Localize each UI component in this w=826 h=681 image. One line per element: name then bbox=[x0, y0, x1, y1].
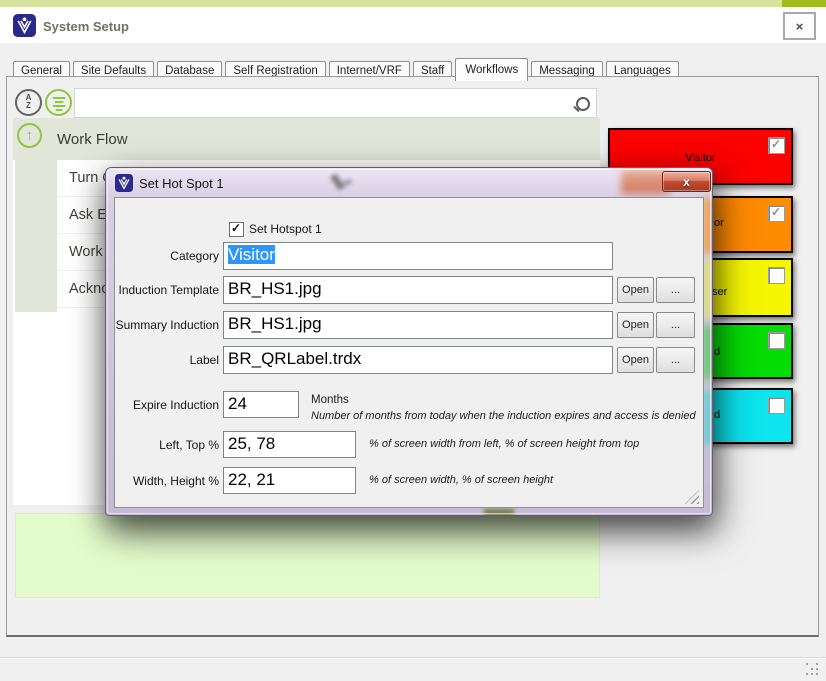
summary-induction-label: Summary Induction bbox=[115, 318, 219, 332]
induction-template-browse-button[interactable]: ... bbox=[656, 277, 695, 303]
dialog-title: Set Hot Spot 1 bbox=[139, 176, 224, 191]
summary-induction-browse-button[interactable]: ... bbox=[656, 312, 695, 338]
category-checkbox[interactable] bbox=[768, 397, 785, 414]
tab-general[interactable]: General bbox=[13, 61, 70, 80]
expire-induction-input[interactable]: 24 bbox=[223, 391, 299, 418]
workflow-list-gutter bbox=[15, 160, 57, 312]
dialog-logo-icon bbox=[115, 174, 133, 192]
tab-internet-vrf[interactable]: Internet/VRF bbox=[328, 61, 410, 80]
induction-template-open-button[interactable]: Open bbox=[617, 277, 654, 303]
up-arrow-icon[interactable]: ↑ bbox=[17, 123, 42, 148]
left-top-note: % of screen width from left, % of screen… bbox=[369, 438, 640, 450]
search-box bbox=[74, 88, 597, 118]
tab-site-defaults[interactable]: Site Defaults bbox=[72, 61, 155, 80]
tab-bar: General Site Defaults Database Self Registr… bbox=[13, 57, 682, 81]
window-title: System Setup bbox=[43, 19, 129, 34]
category-label: or bbox=[714, 217, 724, 229]
tab-messaging[interactable]: Messaging bbox=[531, 61, 603, 80]
workflow-group-header bbox=[13, 118, 600, 160]
induction-template-label: Induction Template bbox=[118, 283, 219, 297]
label-open-button[interactable]: Open bbox=[617, 347, 654, 373]
left-top-input[interactable]: 25, 78 bbox=[223, 431, 356, 458]
summary-induction-open-button[interactable]: Open bbox=[617, 312, 654, 338]
summary-induction-input[interactable]: BR_HS1.jpg bbox=[223, 311, 613, 339]
titlebar bbox=[0, 7, 826, 43]
label-input[interactable]: BR_QRLabel.trdx bbox=[223, 346, 613, 374]
filter-lines-icon[interactable] bbox=[45, 89, 72, 116]
set-hotspot-checkbox[interactable] bbox=[229, 221, 244, 237]
expire-induction-note: Number of months from today when the ind… bbox=[311, 410, 696, 422]
label-browse-button[interactable]: ... bbox=[656, 347, 695, 373]
status-bar-divider bbox=[0, 657, 826, 659]
search-icon bbox=[576, 97, 590, 111]
months-unit-label: Months bbox=[311, 394, 349, 406]
category-field-label: Category bbox=[170, 249, 219, 263]
category-input[interactable]: Visitor bbox=[223, 242, 613, 270]
category-checkbox[interactable] bbox=[768, 137, 785, 154]
workflow-group-title: Work Flow bbox=[57, 131, 128, 148]
window-resize-grip[interactable] bbox=[806, 663, 820, 677]
expire-induction-label: Expire Induction bbox=[132, 398, 219, 412]
search-input[interactable] bbox=[79, 91, 573, 117]
app-logo-icon bbox=[13, 14, 36, 37]
category-checkbox[interactable] bbox=[768, 332, 785, 349]
set-hotspot-label: Set Hotspot 1 bbox=[249, 222, 322, 236]
accent-strip-highlight bbox=[782, 0, 826, 7]
category-label: d bbox=[714, 346, 721, 358]
induction-template-input[interactable]: BR_HS1.jpg bbox=[223, 276, 613, 304]
dialog-frame bbox=[106, 168, 712, 515]
width-height-note: % of screen width, % of screen height bbox=[369, 474, 554, 486]
left-top-label: Left, Top % bbox=[159, 438, 219, 452]
width-height-label: Width, Height % bbox=[132, 474, 219, 488]
close-icon[interactable]: × bbox=[783, 12, 816, 40]
tab-languages[interactable]: Languages bbox=[605, 61, 679, 80]
category-label: ser bbox=[712, 286, 728, 298]
dialog-resize-grip[interactable] bbox=[685, 490, 699, 504]
label-field-label: Label bbox=[189, 353, 219, 367]
tab-database[interactable]: Database bbox=[157, 61, 223, 80]
category-label: d bbox=[714, 409, 721, 421]
dialog-body: Set Hotspot 1 Category Visitor Induction… bbox=[114, 197, 704, 508]
tab-staff[interactable]: Staff bbox=[412, 61, 453, 80]
set-hot-spot-dialog: Set Hot Spot 1 x Set Hotspot 1 Category … bbox=[105, 167, 713, 516]
tab-workflows[interactable]: Workflows bbox=[455, 58, 529, 81]
tab-self-registration[interactable]: Self Registration bbox=[225, 61, 326, 80]
category-checkbox[interactable] bbox=[768, 267, 785, 284]
dialog-close-icon[interactable]: x bbox=[662, 171, 711, 192]
category-checkbox[interactable] bbox=[768, 205, 785, 222]
accent-strip bbox=[0, 0, 826, 7]
category-label: Visitor bbox=[685, 152, 716, 164]
width-height-input[interactable]: 22, 21 bbox=[223, 467, 356, 494]
preview-panel bbox=[15, 513, 600, 598]
